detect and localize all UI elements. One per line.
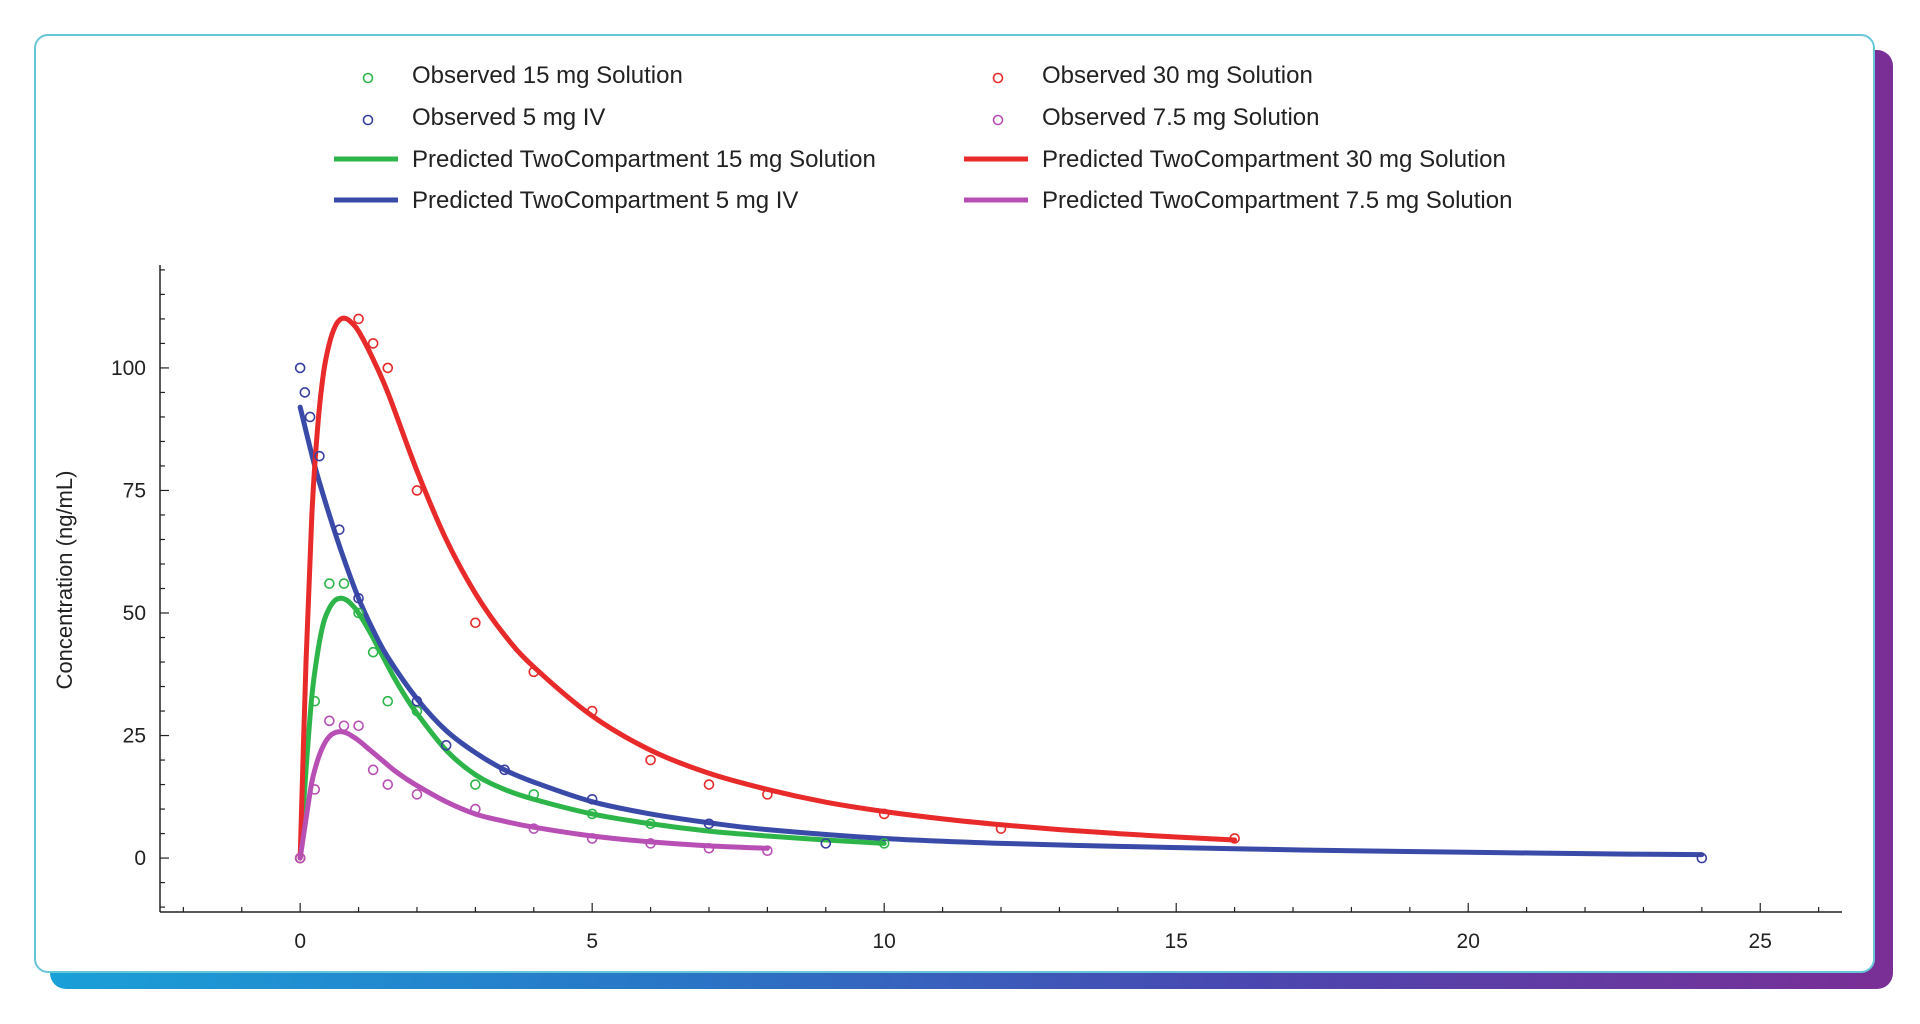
observed-point-observed-30-mg-solution [1229, 833, 1240, 844]
predicted-line-predicted-twocompartment-30-mg-solution [297, 315, 1238, 861]
observed-point-observed-30-mg-solution [470, 617, 481, 629]
legend: Observed 15 mg Solution Observed 5 mg IV P… [334, 62, 1512, 214]
legend-label: Predicted TwoCompartment 15 mg Solution [412, 146, 876, 173]
y-tick-label: 0 [134, 847, 146, 870]
observed-point-observed-15-mg-solution [309, 695, 321, 707]
observed-point-observed-7-5-mg-solution [586, 833, 598, 844]
observed-point-observed-5-mg-iv [703, 818, 715, 830]
observed-point-observed-15-mg-solution [367, 646, 379, 658]
y-tick-label: 25 [123, 725, 146, 748]
observed-point-observed-5-mg-iv [440, 740, 452, 751]
observed-point-observed-7-5-mg-solution [703, 842, 715, 854]
observed-point-observed-15-mg-solution [645, 818, 656, 830]
legend-label: Predicted TwoCompartment 7.5 mg Solution [1042, 187, 1512, 214]
legend-label: Observed 5 mg IV [412, 104, 605, 131]
observed-point-observed-5-mg-iv [499, 764, 510, 776]
observed-point-observed-15-mg-solution [470, 779, 481, 790]
legend-label: Observed 15 mg Solution [412, 62, 683, 89]
legend-marker-observed-5-mg-iv [362, 114, 374, 126]
predicted-line-predicted-twocompartment-5-mg-iv [297, 404, 1705, 858]
observed-point-observed-15-mg-solution [528, 789, 540, 800]
observed-point-observed-30-mg-solution [878, 808, 890, 820]
legend-marker-observed-7-5-mg-solution [992, 114, 1004, 126]
observed-point-observed-15-mg-solution [353, 607, 364, 619]
observed-point-observed-30-mg-solution [353, 313, 364, 325]
observed-point-observed-5-mg-iv [353, 593, 364, 604]
observed-point-observed-15-mg-solution [878, 838, 890, 849]
observed-point-observed-7-5-mg-solution [528, 823, 540, 834]
observed-point-observed-15-mg-solution [324, 578, 335, 589]
observed-point-observed-15-mg-solution [411, 705, 423, 717]
x-tick-label: 25 [1749, 930, 1772, 953]
legend-label: Observed 7.5 mg Solution [1042, 104, 1320, 131]
observed-point-observed-7-5-mg-solution [353, 720, 364, 732]
legend-label: Predicted TwoCompartment 5 mg IV [412, 187, 798, 214]
chart-frame [34, 34, 1875, 973]
x-tick-label: 20 [1457, 930, 1480, 953]
x-tick-label: 10 [873, 930, 896, 953]
observed-point-observed-30-mg-solution [703, 779, 715, 790]
observed-point-observed-7-5-mg-solution [411, 789, 423, 800]
observed-point-observed-30-mg-solution [411, 485, 423, 496]
observed-point-observed-7-5-mg-solution [324, 715, 335, 727]
observed-point-observed-5-mg-iv [820, 838, 832, 849]
predicted-line-predicted-twocompartment-7-5-mg-solution [297, 729, 770, 861]
observed-point-observed-15-mg-solution [382, 695, 394, 707]
legend-marker-observed-15-mg-solution [362, 72, 374, 84]
y-tick-label: 75 [123, 479, 146, 502]
observed-point-observed-5-mg-iv [304, 411, 316, 423]
legend-label: Observed 30 mg Solution [1042, 62, 1313, 89]
observed-point-observed-30-mg-solution [995, 823, 1007, 834]
observed-point-observed-5-mg-iv [411, 695, 423, 707]
observed-point-observed-7-5-mg-solution [309, 784, 321, 795]
observed-point-observed-15-mg-solution [586, 808, 598, 820]
observed-point-observed-7-5-mg-solution [645, 838, 656, 849]
legend-label: Predicted TwoCompartment 30 mg Solution [1042, 146, 1506, 173]
observed-point-observed-30-mg-solution [586, 705, 598, 717]
observed-point-observed-30-mg-solution [762, 789, 773, 800]
observed-point-observed-7-5-mg-solution [762, 845, 773, 857]
observed-point-observed-5-mg-iv [294, 362, 306, 374]
observed-point-observed-30-mg-solution [367, 338, 379, 349]
observed-point-observed-7-5-mg-solution [294, 852, 306, 864]
observed-points [294, 313, 1708, 864]
x-tick-label: 15 [1165, 930, 1188, 953]
y-tick-label: 100 [111, 357, 146, 380]
x-tick-label: 5 [586, 930, 598, 953]
observed-point-observed-30-mg-solution [645, 754, 656, 766]
observed-point-observed-5-mg-iv [1696, 852, 1708, 864]
observed-point-observed-30-mg-solution [382, 362, 394, 374]
observed-point-observed-15-mg-solution [338, 578, 350, 589]
legend-marker-observed-30-mg-solution [992, 72, 1004, 84]
observed-point-observed-5-mg-iv [333, 524, 345, 535]
observed-point-observed-5-mg-iv [314, 450, 325, 462]
observed-point-observed-5-mg-iv [299, 387, 311, 398]
predicted-curves [297, 315, 1705, 861]
axes: 0 5 10 15 20 25 0 25 50 75 100 [111, 265, 1842, 953]
observed-point-observed-30-mg-solution [528, 666, 540, 678]
observed-point-observed-7-5-mg-solution [367, 764, 379, 776]
x-tick-label: 0 [294, 930, 306, 953]
observed-point-observed-7-5-mg-solution [382, 779, 394, 790]
y-tick-label: 50 [123, 602, 146, 625]
observed-point-observed-7-5-mg-solution [470, 803, 481, 815]
observed-point-observed-7-5-mg-solution [338, 720, 350, 732]
y-axis-label: Concentration (ng/mL) [52, 471, 77, 690]
observed-point-observed-5-mg-iv [586, 793, 598, 805]
predicted-line-predicted-twocompartment-15-mg-solution [297, 595, 887, 861]
